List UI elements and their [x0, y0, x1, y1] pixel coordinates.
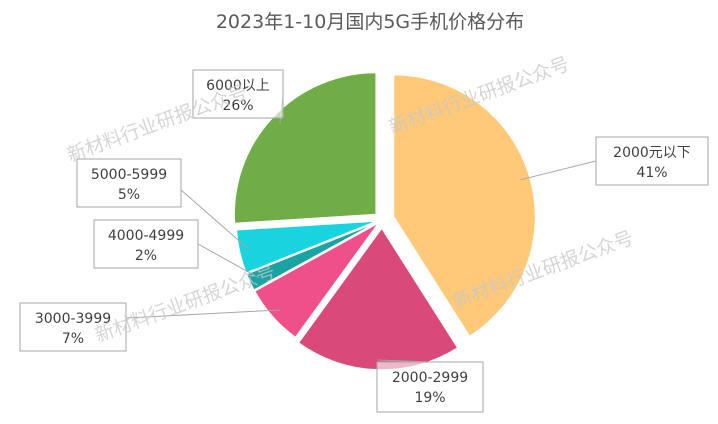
- value-label-5: 5%: [118, 187, 140, 203]
- data-label-box-3: [19, 302, 127, 352]
- leader-line-3: [125, 309, 281, 319]
- pie-slices: [233, 71, 537, 371]
- leader-line-4: [197, 243, 260, 279]
- value-label-1: 41%: [636, 165, 667, 181]
- pie-slice-5: [235, 220, 379, 275]
- category-label-6: 6000以上: [206, 78, 270, 94]
- data-label-box-1: [595, 136, 709, 186]
- value-label-3: 7%: [62, 331, 84, 347]
- data-label-box-5: [76, 158, 182, 208]
- pie-slice-4: [245, 221, 379, 292]
- category-label-3: 3000-3999: [35, 311, 111, 327]
- category-label-2: 2000-2999: [392, 370, 468, 386]
- data-label-box-4: [93, 219, 199, 269]
- data-label-box-6: [192, 69, 284, 119]
- chart-title: 2023年1-10月国内5G手机价格分布: [216, 11, 524, 33]
- leader-lines: [125, 93, 597, 363]
- data-label-box-2: [376, 361, 484, 413]
- value-label-4: 2%: [135, 248, 157, 264]
- leader-line-1: [520, 160, 597, 181]
- data-labels: 2000元以下 41% 2000-2999 19% 3000-3999 7% 4000-49…: [19, 69, 709, 413]
- category-label-1: 2000元以下: [613, 145, 691, 161]
- leader-line-5: [180, 189, 250, 251]
- category-label-5: 5000-5999: [91, 167, 167, 183]
- pie-slice-3: [253, 221, 380, 339]
- value-label-6: 26%: [222, 98, 253, 114]
- category-label-4: 4000-4999: [108, 228, 184, 244]
- value-label-2: 19%: [414, 390, 445, 406]
- watermark: 新材料行业研报公众号: [64, 81, 250, 167]
